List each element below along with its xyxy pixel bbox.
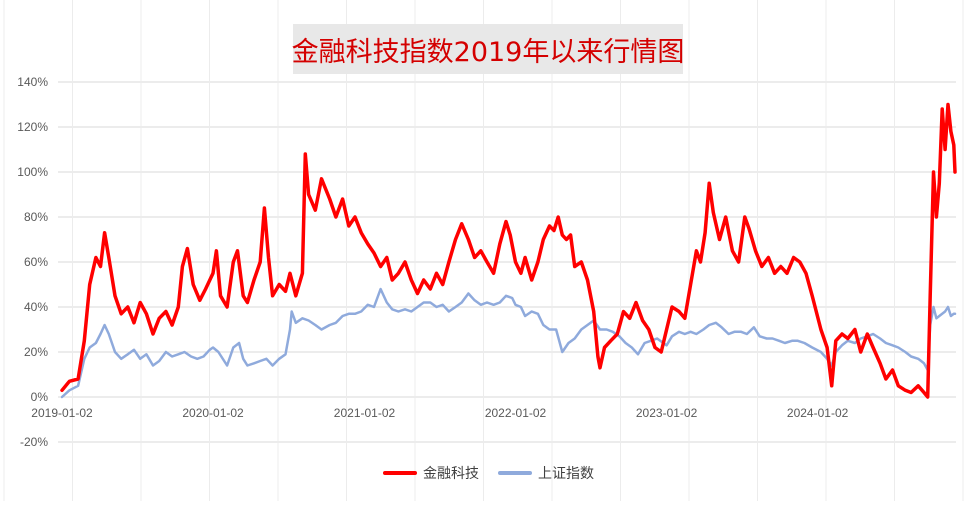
y-tick-label: 140%	[17, 75, 48, 89]
legend-label: 上证指数	[538, 465, 594, 481]
legend: 金融科技 上证指数	[383, 465, 594, 481]
series-line-上证指数	[60, 287, 957, 399]
y-tick-label: 120%	[17, 120, 48, 134]
chart-title: 金融科技指数2019年以来行情图	[291, 36, 685, 68]
chart-title-box: 金融科技指数2019年以来行情图	[291, 24, 685, 74]
series-line-金融科技	[60, 102, 957, 399]
y-tick-label: 0%	[31, 390, 49, 404]
x-tick-label: 2020-01-02	[182, 406, 244, 420]
y-tick-label: 80%	[24, 210, 48, 224]
y-tick-label: 100%	[17, 165, 48, 179]
x-tick-label: 2023-01-02	[636, 406, 698, 420]
y-tick-label: 40%	[24, 300, 48, 314]
series-lines	[60, 102, 957, 399]
x-tick-label: 2021-01-02	[334, 406, 396, 420]
legend-label: 金融科技	[423, 465, 479, 481]
y-tick-label: 60%	[24, 255, 48, 269]
y-tick-label: 20%	[24, 345, 48, 359]
y-tick-label: -20%	[20, 435, 48, 449]
x-tick-label: 2024-01-02	[787, 406, 849, 420]
grid-lines	[3, 0, 964, 501]
x-tick-label: 2022-01-02	[485, 406, 547, 420]
x-axis-tick-labels: 2019-01-02 2020-01-02 2021-01-02 2022-01-02…	[31, 406, 848, 420]
x-tick-label: 2019-01-02	[31, 406, 93, 420]
y-axis-tick-labels: -20% 0% 20% 40% 60% 80% 100% 120% 140%	[17, 75, 48, 449]
